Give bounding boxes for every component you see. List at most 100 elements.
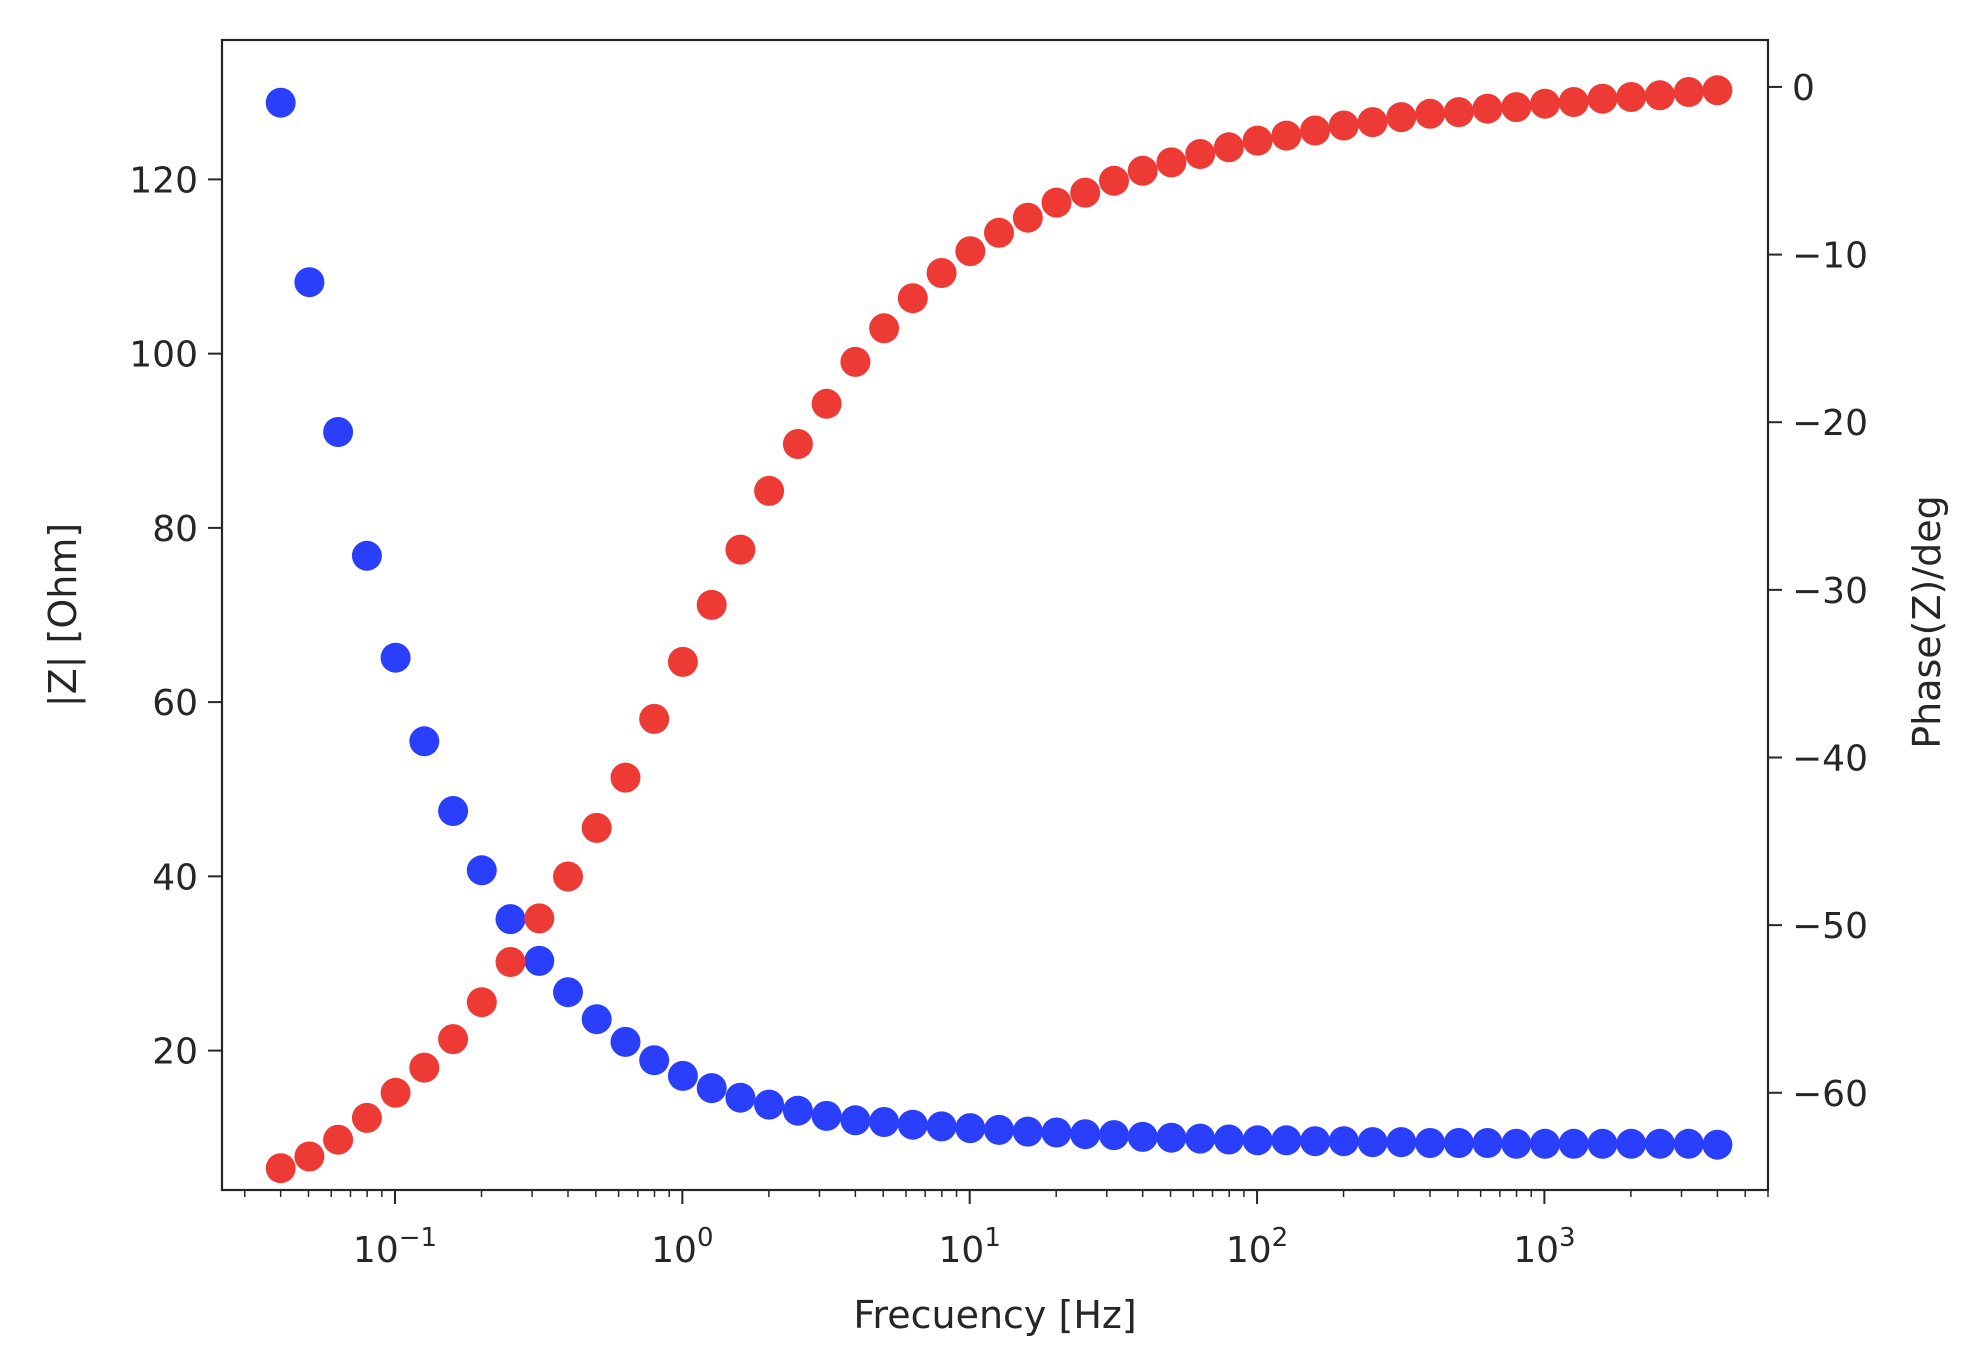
phase-point [897,283,928,314]
impedance-point [1587,1128,1618,1159]
phase-point [553,861,583,892]
impedance-point [754,1089,785,1120]
y-tick-label: 80 [152,509,198,550]
phase-point [754,475,785,506]
impedance-point [581,1004,612,1035]
y2-tick-label: −20 [1792,403,1868,444]
y-tick-label: 20 [152,1032,198,1073]
impedance-point [1530,1128,1560,1159]
phase-point [1673,77,1704,107]
phase-point [1213,132,1244,163]
impedance-point [667,1060,698,1091]
phase-point [1472,93,1503,124]
impedance-point [1501,1128,1532,1159]
phase-point [869,313,900,344]
impedance-point [639,1045,670,1076]
impedance-point [1185,1123,1216,1154]
phase-point [1300,115,1331,146]
phase-point [1501,92,1532,123]
phase-point [1616,82,1647,112]
phase-point [639,703,670,734]
phase-point [1530,88,1560,119]
impedance-point [984,1114,1014,1145]
impedance-point [1213,1124,1244,1155]
y-tick-label: 40 [152,857,198,898]
phase-point [1127,155,1158,186]
phase-point [926,258,957,288]
impedance-point [1616,1128,1647,1159]
impedance-point [1415,1128,1446,1158]
x-axis-label: Frecuency [Hz] [853,1293,1136,1337]
impedance-point [1702,1129,1733,1160]
impedance-point [840,1105,871,1136]
x-tick-label: 102 [1226,1223,1288,1271]
impedance-point [1041,1117,1072,1148]
impedance-point [897,1109,928,1140]
x-tick-label: 103 [1513,1223,1575,1271]
phase-point [1242,125,1273,156]
phase-point [581,812,612,843]
phase-point [1702,75,1733,106]
phase-point [265,1153,296,1184]
phase-point [1099,165,1129,196]
phase-point [1271,120,1302,151]
impedance-point [1328,1126,1359,1157]
impedance-point [696,1073,727,1104]
impedance-point [1443,1128,1474,1158]
impedance-point [1300,1126,1331,1157]
impedance-point [811,1100,842,1131]
phase-point [495,947,526,977]
impedance-point [1242,1125,1273,1156]
phase-point [380,1077,411,1108]
impedance-point [610,1026,641,1057]
phase-point [811,388,842,419]
impedance-point [1156,1122,1187,1153]
phase-point [1328,110,1359,141]
x-axis: 10−1 100 101 102 103 [244,1190,1769,1271]
impedance-point [782,1095,813,1126]
phase-point [1041,187,1072,218]
y-tick-label: 120 [129,160,198,201]
y-tick-label: 60 [152,683,198,724]
phase-point [1156,147,1187,178]
plot-area [220,38,1770,1192]
x-tick-label: 100 [651,1223,713,1271]
y2-tick-label: 0 [1792,68,1815,109]
y-axis-left: 20 40 60 80 100 120 [129,160,222,1073]
impedance-point [466,855,497,886]
impedance-point [323,417,354,447]
impedance-point [955,1113,986,1144]
y2-tick-label: −30 [1792,571,1868,612]
phase-point [524,903,555,934]
phase-point [466,987,497,1018]
phase-point [1644,80,1675,111]
impedance-point [380,642,411,673]
phase-point [1558,87,1589,117]
phase-point [1357,107,1388,138]
impedance-point [553,977,583,1008]
phase-point [409,1052,440,1083]
phase-point [1012,202,1043,233]
phase-point [351,1102,382,1133]
impedance-point [351,540,382,571]
impedance-point [495,904,526,935]
y-axis-label: |Z| [Ohm] [41,523,86,707]
phase-point [696,589,727,620]
phase-point [610,762,641,793]
phase-point [667,646,698,677]
phase-point [1587,83,1618,114]
impedance-point [1673,1128,1704,1159]
phase-point [725,534,756,565]
phase-point [955,236,986,267]
x-tick-label: 101 [939,1223,1001,1271]
impedance-point [1099,1120,1129,1151]
impedance-point [524,945,555,976]
impedance-point [1357,1127,1388,1158]
y2-tick-label: −60 [1792,1074,1868,1115]
phase-point [1443,97,1474,128]
impedance-point [926,1111,957,1142]
impedance-point [438,796,469,826]
y2-tick-label: −50 [1792,906,1868,947]
x-tick-label: 10−1 [353,1223,437,1271]
